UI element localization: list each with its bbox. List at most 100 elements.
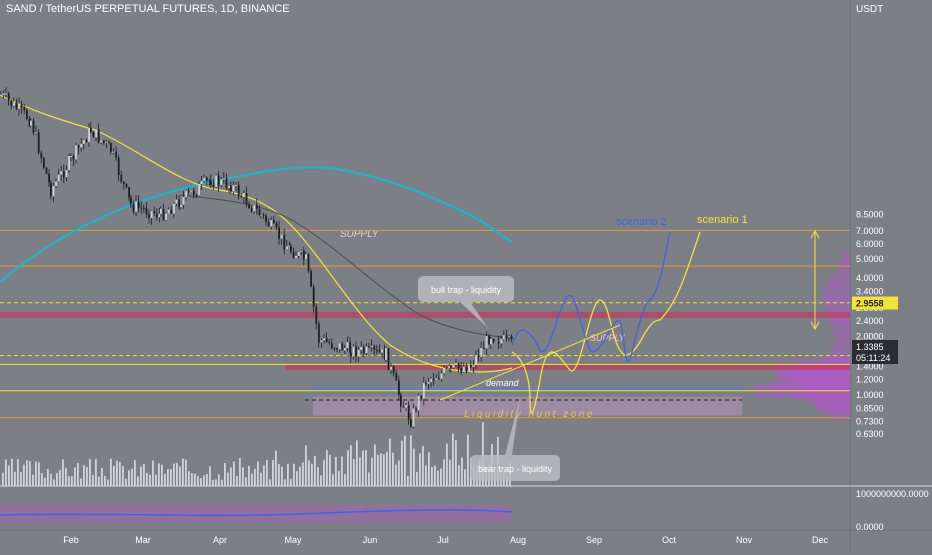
price-label: 05:11:24 — [856, 353, 890, 363]
indicator-line — [0, 509, 513, 517]
volume-bar — [401, 440, 403, 486]
volume-profile-bar — [792, 373, 850, 388]
y-tick-label: 6.0000 — [856, 239, 884, 249]
volume-bar — [8, 465, 10, 486]
volume-bar — [176, 463, 178, 486]
candle-body — [148, 214, 150, 218]
volume-bar — [83, 465, 85, 486]
candle-body — [108, 141, 110, 144]
volume-bar — [140, 466, 142, 486]
volume-bar — [305, 445, 307, 486]
volume-bar — [209, 466, 211, 486]
candle-body — [18, 103, 20, 109]
candle-body — [475, 355, 477, 366]
volume-bar — [320, 475, 322, 486]
volume-bar — [50, 473, 52, 486]
volume-bar — [311, 463, 313, 486]
y-tick-label: 1.0000 — [856, 390, 884, 400]
volume-bar — [242, 467, 244, 486]
candle-body — [75, 145, 77, 160]
zone-label: SUPPLY — [590, 333, 626, 343]
volume-bar — [2, 472, 4, 486]
candle-body — [328, 341, 331, 344]
volume-bar — [371, 457, 373, 486]
volume-bar — [230, 467, 232, 486]
candle-body — [333, 347, 336, 349]
y-tick-label: 2.0000 — [856, 332, 884, 342]
candle-body — [290, 245, 292, 252]
volume-bar — [194, 473, 196, 486]
candle-body — [180, 204, 182, 208]
volume-bar — [11, 458, 13, 486]
candle-body — [77, 145, 80, 148]
candle-body — [15, 102, 18, 109]
y-tick-label: 3.4000 — [856, 287, 884, 297]
price-label-box — [852, 296, 898, 310]
candle-body — [260, 214, 262, 216]
volume-bar — [437, 470, 439, 486]
volume-bar — [281, 466, 283, 486]
volume-bar — [59, 470, 61, 486]
candle-body — [318, 323, 320, 343]
volume-profile-bar — [822, 286, 850, 301]
candle-body — [178, 199, 180, 208]
candle-body — [212, 185, 215, 187]
volume-bar — [398, 460, 400, 486]
volume-bar — [245, 477, 247, 486]
candle-body — [23, 107, 26, 111]
candle-body — [460, 368, 463, 373]
volume-bar — [56, 473, 58, 486]
volume-bar — [212, 479, 214, 486]
candle-body — [365, 346, 368, 354]
x-tick-label: Feb — [63, 535, 79, 545]
candle-body — [452, 364, 455, 368]
candle-body — [83, 140, 85, 144]
y-tick-label: 0.6300 — [856, 429, 884, 439]
volume-bar — [224, 462, 226, 486]
candle-body — [368, 346, 370, 348]
volume-bar — [188, 471, 190, 486]
candle-body — [280, 234, 283, 239]
candle-body — [360, 346, 363, 350]
volume-bar — [467, 434, 469, 486]
volume-bar — [77, 462, 79, 486]
volume-bar — [302, 462, 304, 486]
candle-body — [88, 127, 90, 143]
volume-bar — [86, 467, 88, 486]
candle-body — [100, 140, 103, 143]
volume-bar — [386, 451, 388, 486]
volume-bar — [218, 474, 220, 486]
candle-body — [357, 349, 360, 357]
x-tick-label: Dec — [812, 535, 829, 545]
volume-bar — [14, 471, 16, 486]
candle-body — [341, 343, 344, 351]
candle-body — [420, 395, 423, 399]
candle-body — [455, 363, 457, 365]
candle-body — [45, 167, 48, 174]
volume-bar — [254, 468, 256, 486]
volume-bar — [89, 459, 91, 486]
volume-bar — [236, 476, 238, 486]
candle-body — [187, 190, 190, 192]
candle-body — [50, 182, 52, 197]
volume-bar — [131, 468, 133, 486]
candle-body — [60, 171, 63, 175]
volume-bar — [161, 464, 163, 486]
candle-body — [425, 382, 427, 384]
volume-bar — [431, 466, 433, 486]
volume-bar — [257, 461, 259, 486]
volume-bar — [383, 454, 385, 486]
volume-bar — [341, 456, 343, 486]
volume-bar — [347, 450, 349, 486]
candle-body — [190, 190, 193, 192]
candle-body — [137, 201, 140, 208]
volume-bar — [116, 460, 118, 486]
volume-bar — [338, 470, 340, 486]
volume-bar — [368, 472, 370, 486]
candle-body — [355, 346, 357, 357]
volume-bar — [95, 459, 97, 486]
candle-body — [415, 408, 417, 411]
candle-body — [402, 406, 405, 408]
candle-body — [450, 365, 452, 368]
